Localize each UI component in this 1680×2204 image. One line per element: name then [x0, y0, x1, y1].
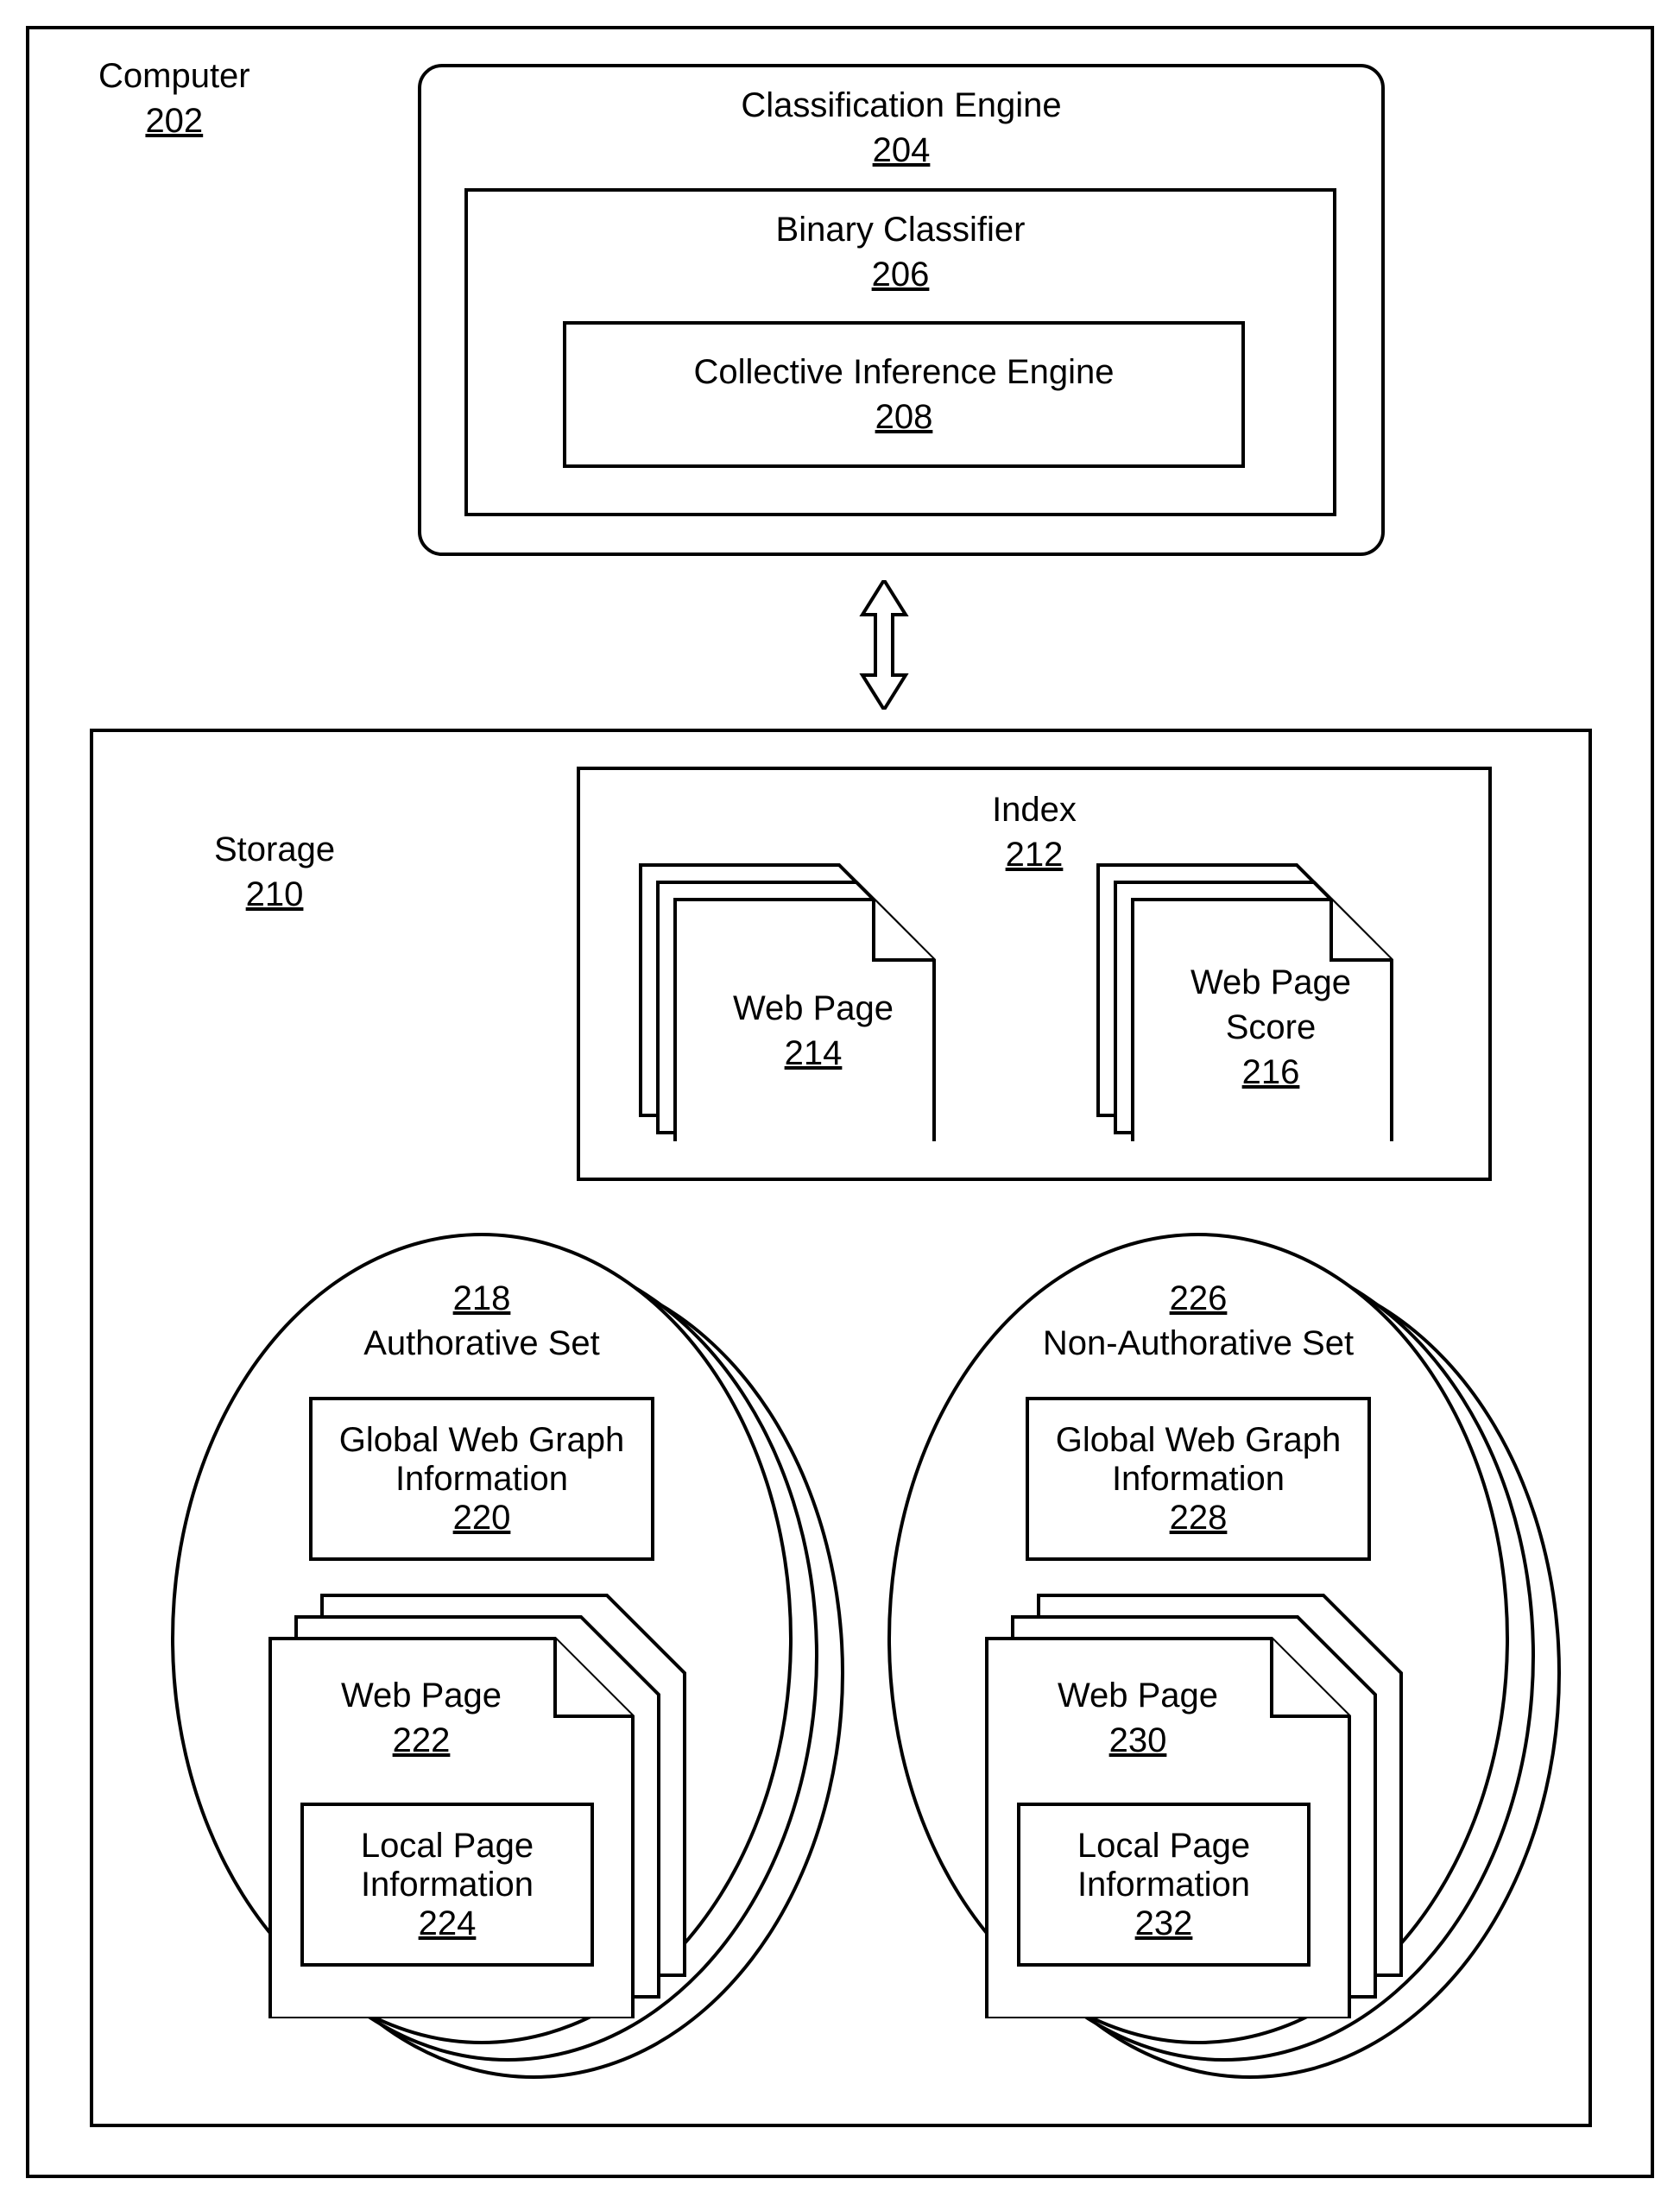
nonauth-set-num: 226	[887, 1276, 1509, 1321]
nonauth-local-info-num: 232	[1135, 1904, 1193, 1943]
bidirectional-arrow-icon	[858, 580, 910, 710]
nonauth-web-page-title: Web Page	[995, 1673, 1280, 1718]
auth-web-page-num: 222	[279, 1718, 564, 1763]
binary-classifier-box: Binary Classifier 206 Collective Inferen…	[464, 188, 1336, 516]
web-page-score-label: Web Page Score 216	[1150, 960, 1392, 1095]
web-page-score-num: 216	[1150, 1050, 1392, 1095]
nonauth-global-info-t1: Global Web Graph	[1056, 1421, 1342, 1460]
computer-title: Computer	[98, 54, 250, 98]
auth-global-info-box: Global Web Graph Information 220	[309, 1397, 654, 1561]
web-page-score-title2: Score	[1150, 1005, 1392, 1050]
auth-global-info-num: 220	[453, 1499, 511, 1538]
classification-engine-num: 204	[421, 128, 1381, 173]
outer-frame: Computer 202 Classification Engine 204 B…	[26, 26, 1654, 2178]
binary-classifier-title: Binary Classifier	[468, 207, 1333, 252]
auth-web-page-stack: Web Page 222 Local Page Information 224	[270, 1604, 685, 2010]
nonauth-global-info-num: 228	[1170, 1499, 1228, 1538]
auth-web-page-label: Web Page 222	[279, 1673, 564, 1763]
collective-inference-label: Collective Inference Engine 208	[694, 350, 1115, 439]
nonauth-set-title: Non-Authorative Set	[887, 1321, 1509, 1366]
storage-num: 210	[214, 872, 335, 917]
auth-local-info-t2: Information	[361, 1866, 534, 1904]
web-page-doc-title: Web Page	[692, 986, 934, 1031]
index-title: Index	[580, 787, 1488, 832]
web-page-doc-label: Web Page 214	[692, 986, 934, 1076]
classification-engine-label: Classification Engine 204	[421, 83, 1381, 173]
classification-engine-box: Classification Engine 204 Binary Classif…	[418, 64, 1385, 556]
binary-classifier-num: 206	[468, 252, 1333, 297]
auth-local-info-t1: Local Page	[361, 1827, 534, 1866]
auth-set-label: 218 Authorative Set	[171, 1276, 793, 1366]
authoritative-set-stack: 218 Authorative Set Global Web Graph Inf…	[171, 1233, 844, 2096]
auth-global-info-t1: Global Web Graph	[339, 1421, 625, 1460]
web-page-score-doc-stack: Web Page Score 216	[1098, 882, 1392, 1150]
computer-num: 202	[98, 98, 250, 143]
collective-inference-title: Collective Inference Engine	[694, 350, 1115, 395]
nonauth-local-info-t2: Information	[1077, 1866, 1250, 1904]
storage-box: Storage 210 Index 212	[90, 729, 1592, 2127]
nonauth-local-info-t1: Local Page	[1077, 1827, 1250, 1866]
collective-inference-num: 208	[694, 395, 1115, 439]
binary-classifier-label: Binary Classifier 206	[468, 207, 1333, 297]
nonauth-local-info-box: Local Page Information 232	[1017, 1803, 1311, 1967]
collective-inference-box: Collective Inference Engine 208	[563, 321, 1245, 468]
nonauth-set-label: 226 Non-Authorative Set	[887, 1276, 1509, 1366]
auth-web-page-title: Web Page	[279, 1673, 564, 1718]
storage-label: Storage 210	[214, 827, 335, 917]
auth-local-info-num: 224	[419, 1904, 477, 1943]
non-authoritative-set-stack: 226 Non-Authorative Set Global Web Graph…	[887, 1233, 1561, 2096]
web-page-doc-stack: Web Page 214	[641, 882, 934, 1150]
nonauth-web-page-stack: Web Page 230 Local Page Information 232	[987, 1604, 1401, 2010]
web-page-doc-num: 214	[692, 1031, 934, 1076]
nonauth-web-page-num: 230	[995, 1718, 1280, 1763]
storage-title: Storage	[214, 827, 335, 872]
auth-local-info-box: Local Page Information 224	[300, 1803, 594, 1967]
auth-set-title: Authorative Set	[171, 1321, 793, 1366]
nonauth-global-info-t2: Information	[1112, 1460, 1285, 1499]
auth-set-num: 218	[171, 1276, 793, 1321]
nonauth-global-info-box: Global Web Graph Information 228	[1026, 1397, 1371, 1561]
nonauth-web-page-label: Web Page 230	[995, 1673, 1280, 1763]
auth-global-info-t2: Information	[395, 1460, 568, 1499]
computer-label: Computer 202	[98, 54, 250, 143]
classification-engine-title: Classification Engine	[421, 83, 1381, 128]
web-page-score-title1: Web Page	[1150, 960, 1392, 1005]
index-box: Index 212 Web Page 214	[577, 767, 1492, 1181]
